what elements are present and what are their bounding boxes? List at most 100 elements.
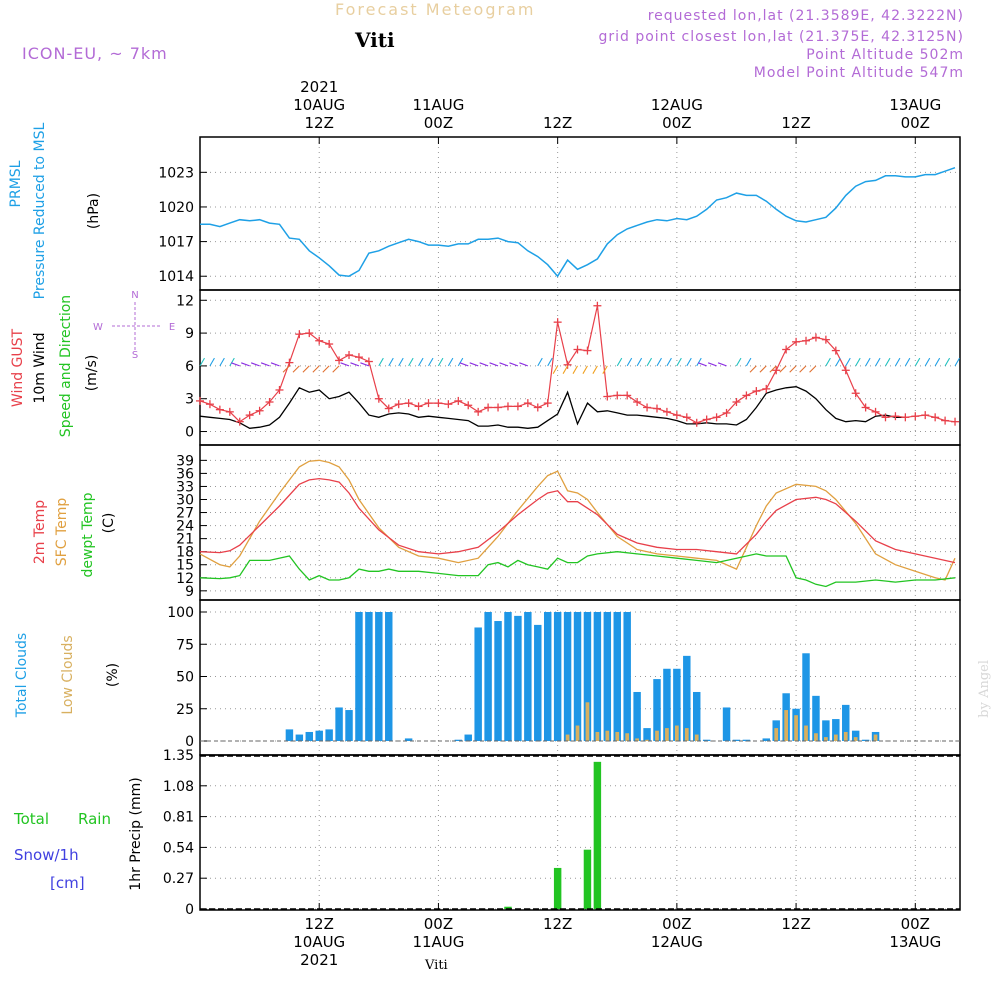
compass-s: S: [132, 350, 138, 361]
y-tick-label: 0.81: [163, 810, 194, 826]
bar-total-cloud: [633, 691, 641, 741]
bar-total-cloud: [623, 612, 631, 741]
wind-arrow: [388, 357, 394, 367]
wind-arrow: [209, 357, 215, 367]
bar-total-cloud: [722, 707, 731, 741]
y-tick-label: 39: [176, 453, 194, 469]
bar-low-cloud: [585, 702, 590, 741]
point-altitude: Point Altitude 502m: [806, 47, 964, 63]
wind-arrow: [825, 357, 831, 367]
wind-arrow: [904, 357, 911, 367]
bar-total-cloud: [653, 679, 661, 741]
wind-arrow: [914, 357, 921, 367]
wind-arrow: [707, 362, 717, 367]
bar-total-cloud: [802, 653, 810, 741]
bar-total-cloud: [454, 739, 463, 741]
y-tick-label: 21: [176, 532, 194, 548]
bar-total-cloud: [484, 612, 492, 741]
model-altitude: Model Point Altitude 547m: [753, 65, 964, 81]
label-snow: Snow/1h: [14, 846, 79, 864]
wind-arrow: [360, 362, 370, 367]
bar-total-cloud: [822, 720, 830, 741]
wind-arrow: [302, 365, 310, 373]
bar-total-cloud: [543, 612, 552, 741]
label-rain: Rain: [78, 810, 111, 828]
bar-total-cloud: [702, 739, 711, 741]
series-wind-gust: [199, 305, 956, 424]
wind-arrow: [616, 357, 623, 367]
bar-total-cloud: [345, 710, 353, 741]
y-tick-label: 27: [176, 506, 194, 522]
bar-total-cloud: [693, 691, 701, 741]
label-cm: [cm]: [50, 874, 85, 892]
wind-arrow: [231, 362, 240, 367]
wind-arrow: [749, 365, 757, 373]
bar-low-cloud: [843, 731, 848, 741]
bar-total-cloud: [385, 612, 393, 741]
y-tick-label: 24: [176, 519, 194, 535]
y-tick-label: 100: [167, 605, 194, 621]
y-tick-label: 1014: [158, 269, 194, 285]
y-tick-label: 75: [176, 637, 194, 653]
bar-total-cloud: [643, 728, 651, 741]
x-top-label: 12AUG: [651, 96, 703, 114]
y-tick-label: 1020: [158, 200, 194, 216]
wind-arrow: [519, 362, 529, 367]
y-tick-label: 36: [176, 466, 194, 482]
x-top-label: 10AUG: [293, 96, 345, 114]
wind-arrow: [282, 365, 290, 373]
wind-arrow: [954, 357, 961, 367]
compass-n: N: [131, 290, 138, 301]
wind-arrow: [572, 365, 578, 374]
x-bottom-label: 12AUG: [651, 933, 703, 951]
bar-low-cloud: [665, 728, 669, 741]
wind-arrow: [809, 365, 817, 373]
wind-arrow: [322, 365, 330, 373]
x-bottom-label: 13AUG: [889, 933, 941, 951]
wind-arrow: [745, 357, 752, 367]
wind-arrow: [885, 357, 891, 367]
wind-arrow: [626, 357, 633, 367]
wind-arrow: [537, 357, 543, 367]
bar-low-cloud: [615, 731, 620, 741]
wind-arrow: [408, 357, 414, 367]
bar-total-cloud: [365, 612, 373, 741]
wind-arrow: [398, 357, 404, 367]
wind-arrow: [378, 357, 384, 367]
wind-arrow: [457, 357, 464, 367]
y-tick-label: 12: [176, 293, 194, 309]
bar-rain: [593, 761, 602, 909]
wind-arrow: [779, 365, 787, 373]
bar-total-cloud: [375, 612, 383, 741]
bar-total-cloud: [325, 729, 333, 741]
bar-total-cloud: [524, 612, 532, 741]
wind-arrow: [199, 357, 205, 367]
bar-total-cloud: [305, 731, 314, 741]
wind-arrow: [717, 362, 727, 367]
wind-arrow: [428, 357, 434, 367]
y-tick-label: 12: [176, 571, 194, 587]
wind-arrow: [340, 362, 350, 367]
bar-total-cloud: [285, 729, 294, 741]
wind-arrow: [499, 362, 509, 367]
x-bottom-label: 2021: [300, 951, 338, 969]
wind-arrow: [270, 362, 280, 367]
compass-e: E: [169, 322, 175, 333]
model-label: ICON-EU, ~ 7km: [22, 44, 168, 63]
panel-frame-temperature: [199, 444, 961, 601]
wind-arrow: [292, 365, 300, 373]
bar-total-cloud: [593, 612, 602, 741]
x-top-label: 00Z: [424, 114, 453, 132]
wind-arrow: [686, 357, 692, 367]
wind-arrow: [219, 357, 225, 367]
bar-rain: [504, 906, 512, 909]
bar-low-cloud: [804, 725, 808, 741]
x-bottom-label: 00Z: [662, 915, 691, 933]
series-sfc-temp: [199, 459, 956, 581]
bar-low-cloud: [684, 728, 689, 741]
x-bottom-label: 12Z: [781, 915, 810, 933]
wind-arrow: [855, 357, 861, 367]
y-tick-label: 33: [176, 479, 194, 495]
y-tick-label: 25: [176, 702, 194, 718]
